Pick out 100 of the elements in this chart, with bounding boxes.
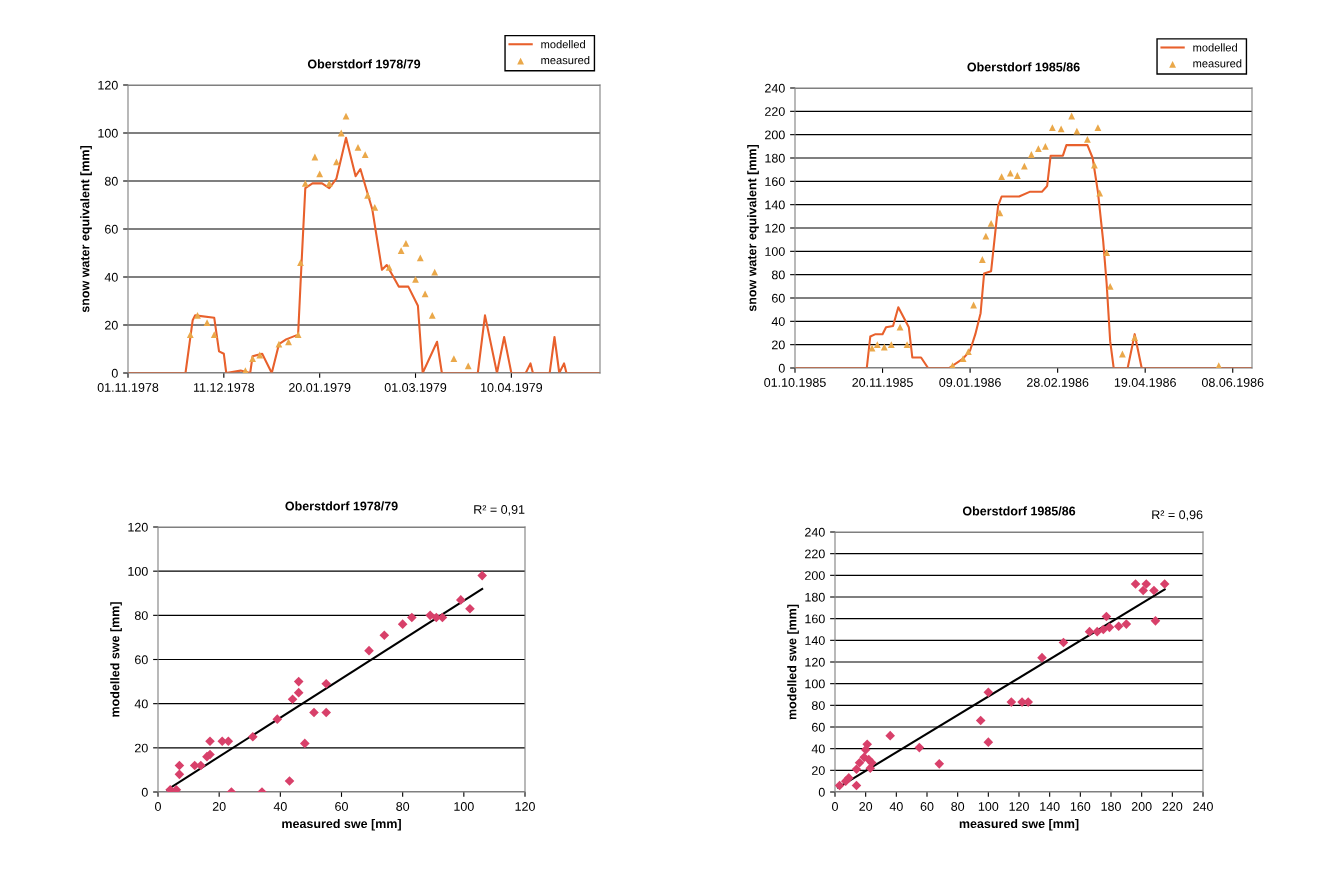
point (465, 603, 475, 614)
point (1149, 585, 1159, 596)
point (1006, 697, 1017, 707)
x-tick-label: 09.01.1986 (939, 378, 1001, 387)
point (397, 619, 408, 629)
point (301, 180, 309, 187)
point (1096, 189, 1104, 197)
point (1141, 579, 1152, 589)
point (970, 301, 977, 309)
y-tick-label: 60 (105, 224, 118, 234)
y-tick-label: 40 (134, 699, 148, 709)
y-tick-label: 60 (772, 293, 785, 303)
y-tick-label: 220 (805, 549, 825, 559)
point (196, 760, 206, 771)
point (464, 362, 472, 370)
y-tick-label: 240 (765, 83, 785, 93)
point (1048, 124, 1056, 132)
point (996, 209, 1004, 217)
x-tick-label: 100 (978, 802, 999, 811)
point (1131, 334, 1139, 342)
y-axis-title: modelled swe [mm] (787, 604, 799, 720)
y-tick-label: 40 (104, 272, 118, 282)
y-tick-label: 60 (812, 722, 825, 732)
point (873, 341, 881, 349)
point (203, 319, 211, 326)
point (397, 247, 405, 254)
point (983, 737, 994, 747)
x-tick-label: 10.04.1979 (481, 383, 543, 392)
point (287, 694, 298, 705)
point (242, 367, 249, 373)
y-tick-label: 240 (805, 527, 825, 537)
y-tick-label: 140 (765, 200, 785, 210)
point (325, 180, 333, 187)
y-tick-label: 0 (111, 368, 118, 378)
x-tick-label: 11.12.1978 (193, 383, 255, 392)
point (1034, 145, 1042, 153)
text: R² = 0,96 (1152, 510, 1203, 521)
x-tick-label: 220 (1162, 802, 1183, 811)
legend-label: measured (1193, 59, 1242, 68)
y-tick-label: 200 (805, 571, 825, 580)
point (1091, 161, 1098, 169)
point (407, 612, 417, 623)
point (949, 362, 956, 368)
x-tick-label: 19.04.1986 (1114, 378, 1176, 387)
point (337, 129, 345, 137)
point (1113, 621, 1124, 632)
x-tick-label: 200 (1131, 802, 1152, 811)
y-tick-label: 100 (805, 679, 825, 689)
y-tick-label: 180 (765, 153, 785, 163)
legend-label: modelled (541, 40, 585, 49)
point (293, 676, 304, 687)
point (194, 312, 201, 319)
point (311, 153, 319, 161)
point (934, 759, 945, 769)
y-tick-label: 160 (805, 614, 825, 624)
point (983, 687, 994, 698)
y-tick-label: 20 (135, 743, 148, 753)
point (868, 344, 876, 352)
point (1057, 125, 1065, 133)
x-tick-label: 0 (155, 802, 161, 811)
y-tick-label: 140 (805, 636, 825, 645)
y-tick-label: 80 (811, 701, 825, 710)
point (880, 343, 888, 351)
x-tick-label: 160 (1070, 802, 1091, 811)
x-tick-label: 20.11.1985 (852, 378, 913, 387)
x-tick-label: 40 (889, 802, 903, 811)
x-tick-label: 20.01.1979 (289, 383, 351, 392)
point (1084, 135, 1091, 143)
point (903, 341, 911, 349)
point (371, 204, 379, 211)
point (896, 323, 904, 331)
point (364, 192, 371, 199)
point (835, 780, 845, 791)
point (297, 259, 304, 266)
point (284, 776, 295, 786)
point (210, 331, 218, 338)
point (1104, 622, 1115, 633)
point (455, 595, 466, 605)
y-tick-label: 220 (765, 107, 785, 116)
x-tick-label: 120 (1009, 802, 1029, 811)
y-axis-title: snow water equivalent [mm] (80, 146, 92, 313)
point (1037, 652, 1047, 663)
y-tick-label: 200 (765, 130, 785, 140)
point (998, 173, 1006, 181)
x-tick-label: 180 (1101, 802, 1121, 811)
point (379, 630, 390, 641)
x-tick-label: 01.03.1979 (384, 383, 447, 392)
point (421, 290, 429, 298)
point (402, 240, 410, 247)
point (354, 144, 362, 151)
point (1159, 579, 1170, 589)
point (321, 678, 332, 689)
x-tick-label: 01.10.1985 (764, 378, 826, 387)
x-tick-label: 100 (454, 802, 474, 811)
y-axis-title: modelled swe [mm] (110, 602, 122, 717)
legend-label: measured (541, 56, 590, 65)
point (1013, 172, 1021, 179)
point (294, 331, 302, 338)
point (256, 351, 264, 359)
point (865, 763, 876, 773)
